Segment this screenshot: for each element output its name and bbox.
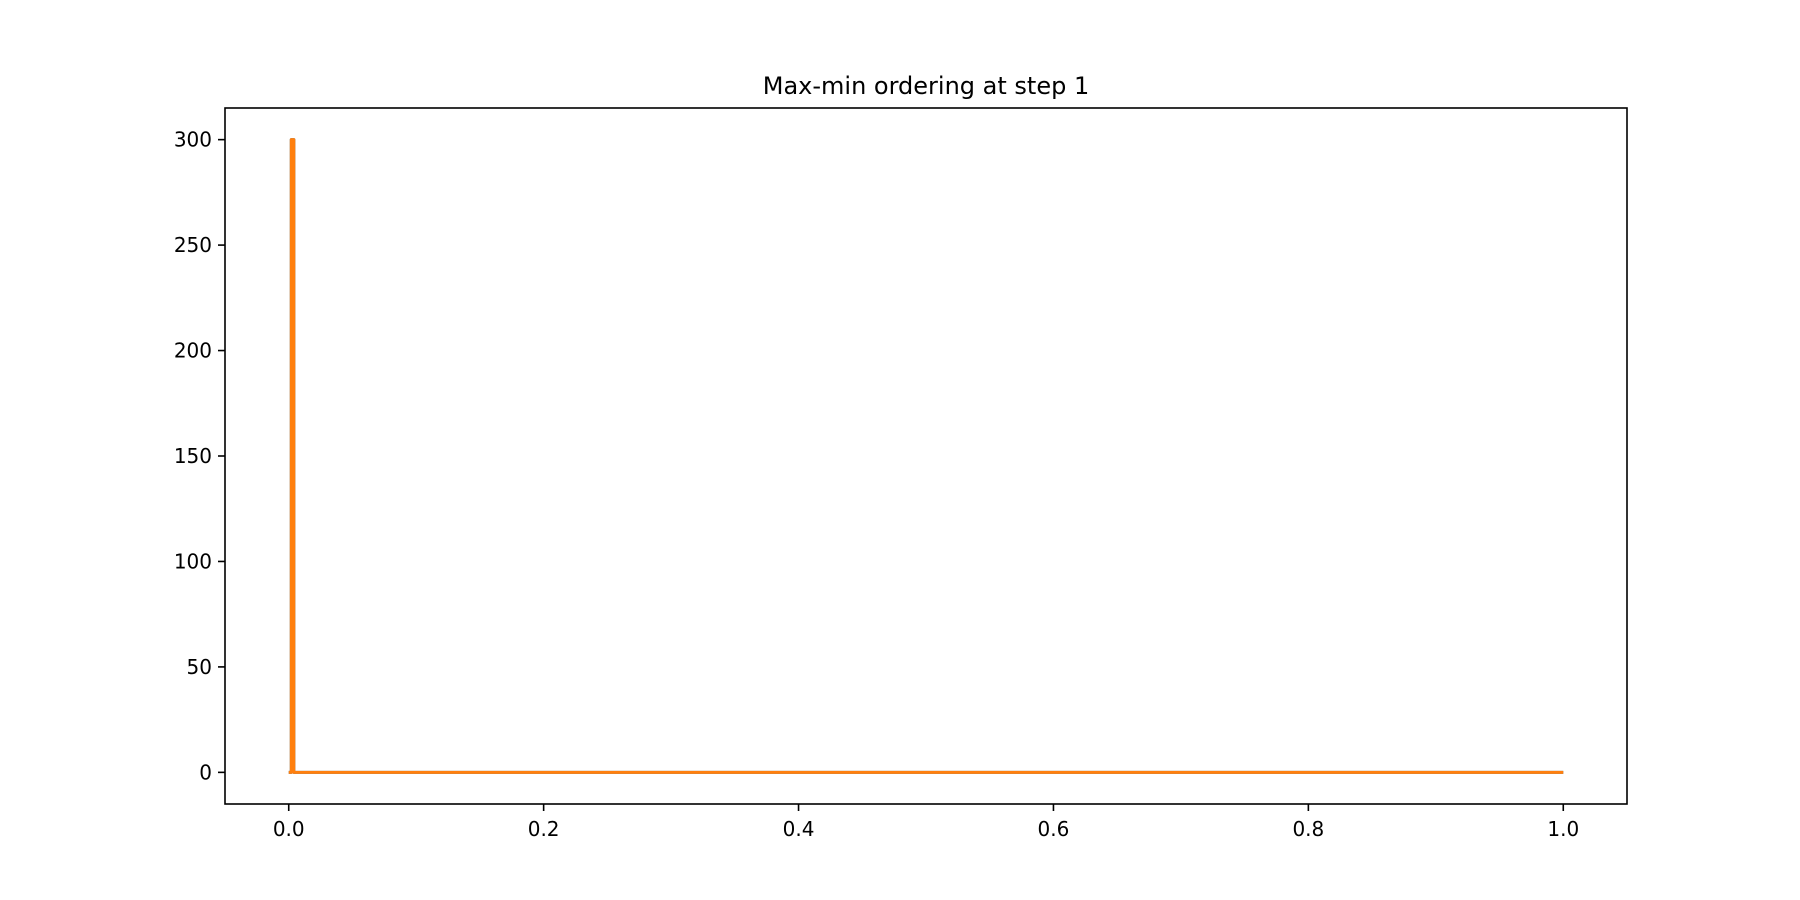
y-tick-label: 250 [174,233,212,257]
y-tick-label: 200 [174,339,212,363]
x-tick-label: 0.6 [1038,817,1070,841]
x-tick-label: 0.2 [528,817,560,841]
y-tick-label: 150 [174,444,212,468]
chart-title: Max-min ordering at step 1 [763,72,1089,100]
y-tick-label: 0 [199,760,212,784]
series-line-2 [288,138,1564,774]
y-tick-label: 300 [174,128,212,152]
x-tick-label: 1.0 [1547,817,1579,841]
y-axis: 0 50 100 150 200 250 300 [174,128,225,784]
plot-area-frame [224,107,1628,805]
x-tick-label: 0.0 [273,817,305,841]
y-tick-label: 100 [174,549,212,573]
x-axis: 0.0 0.2 0.4 0.6 0.8 1.0 [273,804,1579,841]
x-tick-label: 0.8 [1292,817,1324,841]
series-layer [288,138,1564,774]
series-line-1 [288,138,1564,774]
x-tick-label: 0.4 [783,817,815,841]
y-tick-label: 50 [187,655,212,679]
